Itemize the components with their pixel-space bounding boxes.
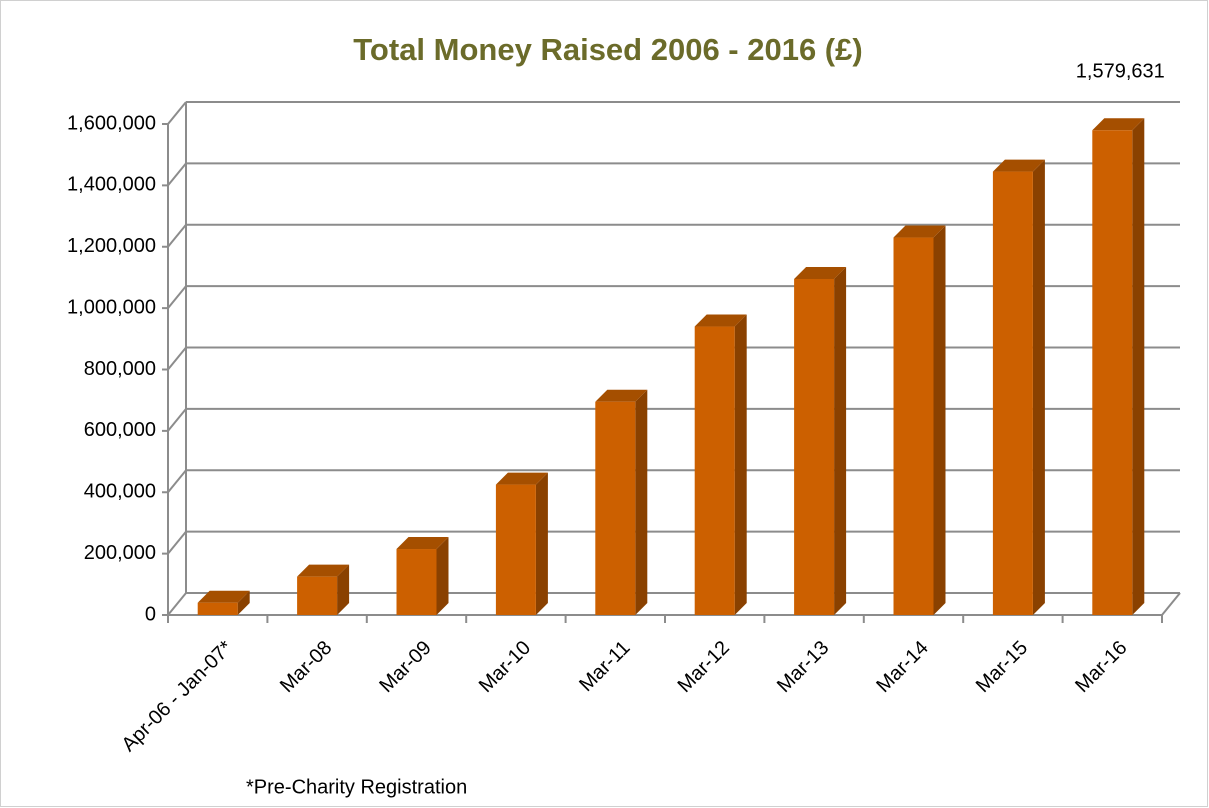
bar xyxy=(396,549,437,615)
bar-top xyxy=(297,564,350,577)
bar-side xyxy=(337,564,350,615)
grid-line xyxy=(167,162,187,187)
y-tick-label: 1,400,000 xyxy=(67,174,156,196)
grid-line xyxy=(167,224,187,248)
y-tick-label: 800,000 xyxy=(84,358,156,380)
y-tick-label: 1,000,000 xyxy=(67,296,156,318)
grid-line xyxy=(167,346,187,371)
bar xyxy=(794,278,835,615)
bar-side xyxy=(436,537,449,615)
grid-line xyxy=(167,101,187,125)
bar-top xyxy=(595,389,648,402)
bar-side xyxy=(933,225,946,615)
bar-top xyxy=(694,314,747,327)
bar xyxy=(197,602,238,615)
bar-side xyxy=(535,472,548,615)
floor-line xyxy=(1161,592,1181,616)
y-tick-label: 1,600,000 xyxy=(67,112,156,134)
bar xyxy=(1092,130,1133,615)
bar xyxy=(495,484,536,615)
bar-top xyxy=(893,225,946,238)
bar-side xyxy=(734,314,747,615)
grid-line xyxy=(167,408,187,432)
bar xyxy=(893,237,934,615)
bar xyxy=(297,576,338,615)
y-tick-label: 1,200,000 xyxy=(67,235,156,257)
footnote: *Pre-Charity Registration xyxy=(246,776,467,798)
y-tick-label: 600,000 xyxy=(84,419,156,441)
value-label: 1,579,631 xyxy=(1076,60,1165,82)
bar-top xyxy=(992,159,1045,172)
bar-side xyxy=(1032,159,1045,616)
bar-side xyxy=(635,389,648,615)
y-tick-label: 200,000 xyxy=(84,542,156,564)
bar-top xyxy=(396,537,449,550)
grid-line xyxy=(167,285,187,309)
bar-top xyxy=(1092,118,1145,131)
bar xyxy=(694,326,735,615)
bar xyxy=(992,171,1033,616)
bar-side xyxy=(1132,118,1145,616)
bar-top xyxy=(495,472,548,485)
chart-title: Total Money Raised 2006 - 2016 (£) xyxy=(353,32,862,67)
bar-side xyxy=(237,590,250,615)
bar-top xyxy=(794,266,847,279)
bar-side xyxy=(834,266,847,615)
y-tick-label: 400,000 xyxy=(84,481,156,503)
bar xyxy=(595,401,636,615)
grid-line xyxy=(167,530,187,555)
grid-line xyxy=(167,592,187,616)
y-tick-label: 0 xyxy=(145,603,156,625)
grid-line xyxy=(167,469,187,493)
bar-top xyxy=(197,590,250,603)
